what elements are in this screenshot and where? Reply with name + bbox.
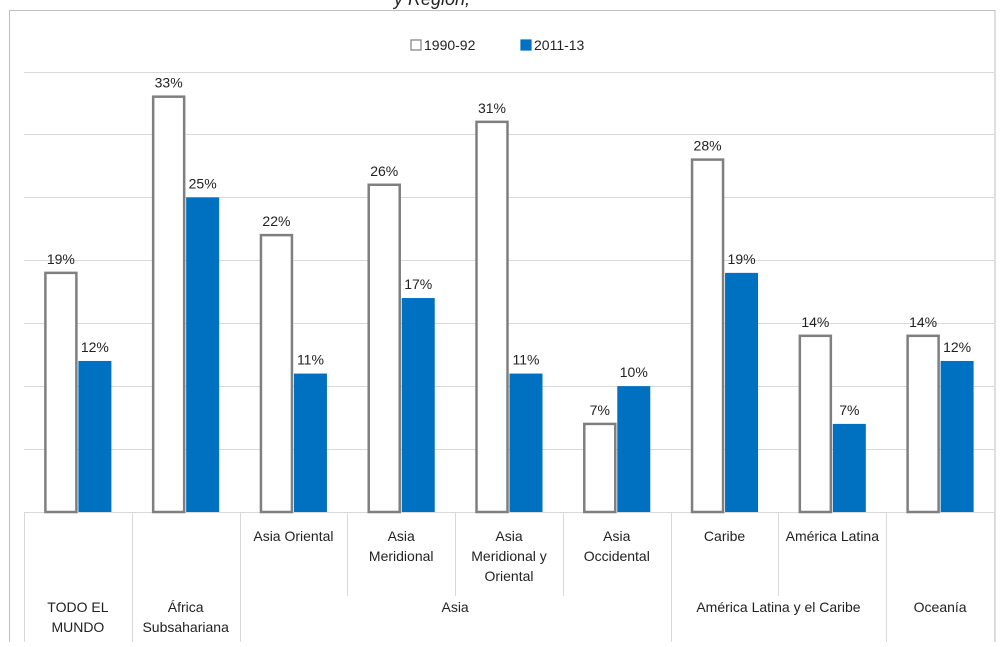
data-label-2011-13-9: 12% <box>943 339 971 355</box>
data-label-1990-92-7: 28% <box>694 138 722 154</box>
bar-2011-13-8 <box>832 423 866 512</box>
data-label-1990-92-4: 26% <box>370 163 398 179</box>
data-label-2011-13-1: 12% <box>81 339 109 355</box>
data-label-2011-13-8: 7% <box>839 402 859 418</box>
data-label-2011-13-5: 11% <box>513 352 540 368</box>
bar-1990-92-9 <box>906 334 940 514</box>
legend-label-2: 2011-13 <box>534 37 585 53</box>
bar-2011-13-4 <box>401 298 435 512</box>
bar-1990-92-2 <box>151 95 186 514</box>
category-label-4-line-1: Asia <box>388 528 415 544</box>
category-label-7-line-1: Caribe <box>704 528 745 544</box>
category-label-6-line-2: Occidental <box>584 548 650 564</box>
bar-1990-92-8 <box>798 334 833 514</box>
category-label-1-line-4: TODO EL <box>47 599 108 615</box>
data-labels: 19% 12% 33% 25% 22% 11% 26% 17% 31% 11% 7% 10% 28% 19… <box>47 75 971 418</box>
category-label-5-line-3: Oriental <box>484 568 533 584</box>
category-label-1-line-5: MUNDO <box>51 619 104 635</box>
category-label-2-line-4: África <box>168 599 204 615</box>
gridlines <box>24 72 994 513</box>
bar-1990-92-5 <box>475 120 509 514</box>
category-label-5-line-2: Meridional y <box>471 548 546 564</box>
data-label-1990-92-1: 19% <box>47 251 75 267</box>
bar-2011-13-7 <box>725 272 759 512</box>
category-label-5-line-1: Asia <box>495 528 522 544</box>
data-label-1990-92-5: 31% <box>478 100 506 116</box>
bar-1990-92-3 <box>259 233 294 514</box>
data-label-2011-13-7: 19% <box>728 251 756 267</box>
category-axis: TODO EL MUNDO África Subsahariana Asia Orien… <box>24 512 995 642</box>
group-label-4: América Latina y el Caribe <box>696 599 860 615</box>
legend-swatch-2 <box>520 39 532 51</box>
legend: 1990-92 2011-13 <box>410 37 585 53</box>
bar-2011-13-6 <box>617 386 651 512</box>
bar-1990-92-4 <box>367 183 401 514</box>
category-label-2-line-5: Subsahariana <box>142 619 229 635</box>
bar-2011-13-2 <box>186 197 220 513</box>
bar-2011-13-9 <box>940 360 974 512</box>
bar-1990-92-6 <box>583 422 617 514</box>
category-label-9-line-4: Oceanía <box>914 599 967 615</box>
bar-2011-13-3 <box>293 373 327 512</box>
category-label-4-line-2: Meridional <box>369 548 434 564</box>
data-label-1990-92-6: 7% <box>590 402 610 418</box>
legend-label-1: 1990-92 <box>424 37 476 53</box>
bars <box>44 95 974 514</box>
data-label-2011-13-4: 17% <box>404 276 432 292</box>
legend-swatch-1 <box>410 39 422 51</box>
data-label-1990-92-3: 22% <box>262 213 290 229</box>
category-label-3-line-1: Asia Oriental <box>253 528 333 544</box>
data-label-2011-13-2: 25% <box>189 175 217 191</box>
data-label-1990-92-8: 14% <box>801 314 829 330</box>
bar-1990-92-7 <box>690 158 725 514</box>
bar-1990-92-1 <box>44 271 78 514</box>
data-label-2011-13-3: 11% <box>297 352 324 368</box>
data-label-1990-92-2: 33% <box>155 75 183 91</box>
data-label-1990-92-9: 14% <box>909 314 937 330</box>
category-label-8-line-1: América Latina <box>786 528 880 544</box>
bar-2011-13-1 <box>78 360 112 512</box>
group-label-3: Asia <box>441 599 468 615</box>
data-label-2011-13-6: 10% <box>620 364 648 380</box>
chart-title-fragment: y Región, <box>392 0 470 9</box>
category-label-6-line-1: Asia <box>603 528 630 544</box>
bar-2011-13-5 <box>509 373 543 512</box>
